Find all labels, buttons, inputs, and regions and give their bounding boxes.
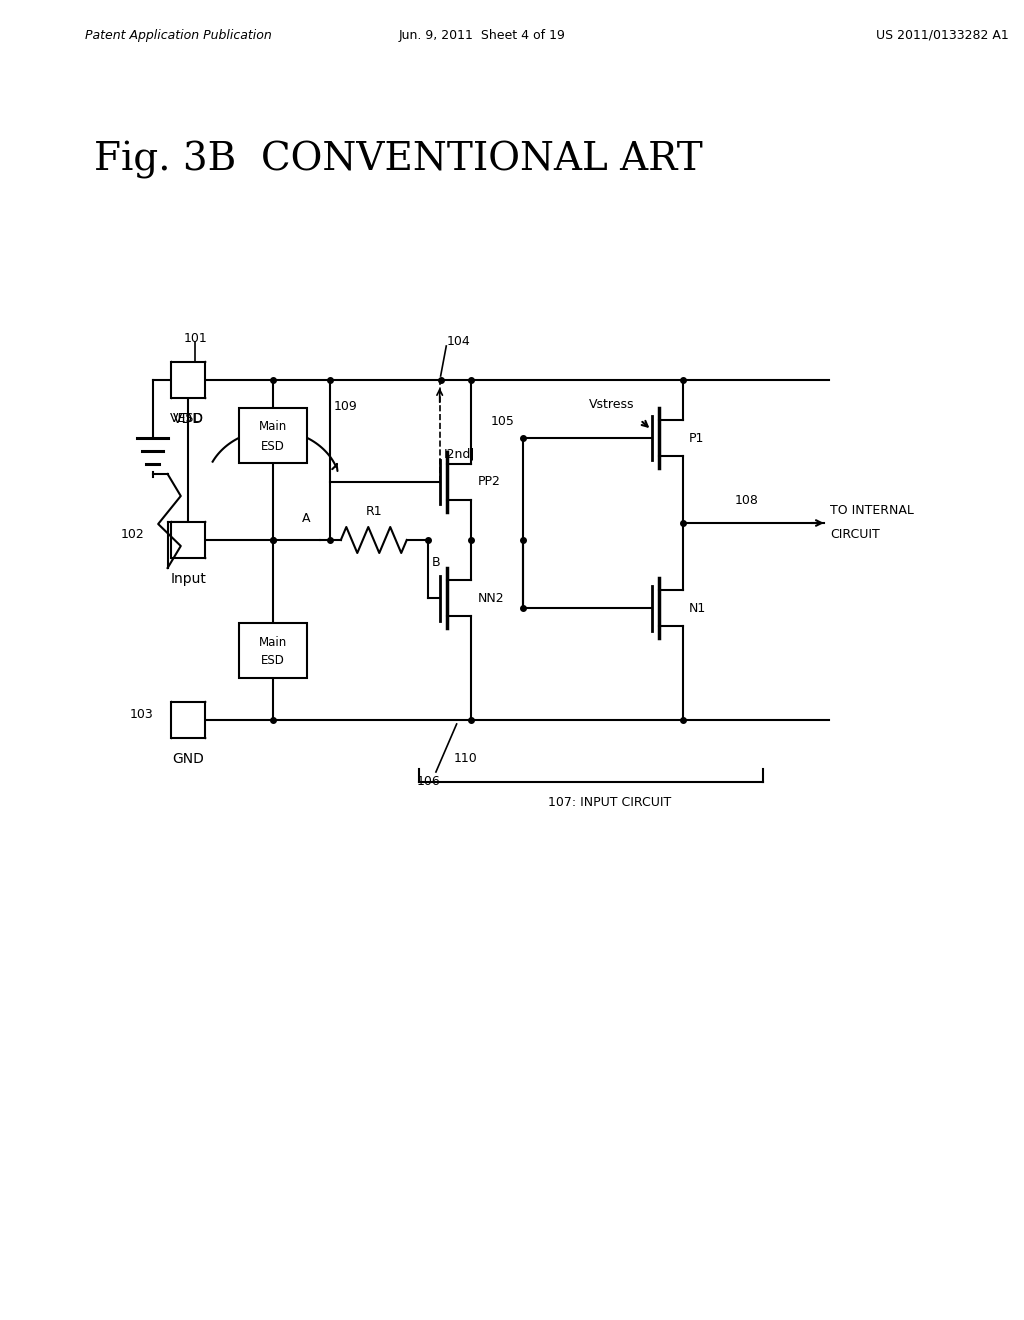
Text: Fig. 3B  CONVENTIONAL ART: Fig. 3B CONVENTIONAL ART [94, 141, 702, 180]
Text: ESD: ESD [261, 655, 285, 668]
Text: P1: P1 [689, 432, 705, 445]
Text: 102: 102 [121, 528, 144, 541]
Text: VESD: VESD [169, 412, 204, 425]
Text: NN2: NN2 [477, 591, 504, 605]
Text: PP2: PP2 [477, 475, 500, 488]
Text: Main: Main [259, 635, 287, 648]
Text: TO INTERNAL: TO INTERNAL [830, 504, 914, 517]
Text: 108: 108 [734, 495, 758, 507]
Text: B: B [432, 556, 440, 569]
Text: 106: 106 [417, 775, 440, 788]
Text: GND: GND [172, 752, 204, 766]
Text: R1: R1 [366, 506, 382, 517]
Text: Input: Input [170, 572, 206, 586]
Text: 101: 101 [183, 331, 207, 345]
Text: I2nd|: I2nd| [443, 447, 475, 461]
Text: Main: Main [259, 421, 287, 433]
Text: CIRCUIT: CIRCUIT [830, 528, 881, 541]
Text: 105: 105 [492, 414, 515, 428]
Bar [171, 362, 205, 399]
Text: US 2011/0133282 A1: US 2011/0133282 A1 [876, 29, 1009, 41]
Bar [171, 702, 205, 738]
Text: 103: 103 [130, 709, 154, 722]
Text: N1: N1 [689, 602, 707, 615]
Bar [240, 408, 307, 462]
Text: ESD: ESD [261, 440, 285, 453]
Text: Vstress: Vstress [589, 399, 634, 412]
Text: Jun. 9, 2011  Sheet 4 of 19: Jun. 9, 2011 Sheet 4 of 19 [398, 29, 565, 41]
Text: 110: 110 [455, 752, 478, 766]
Text: VDD: VDD [173, 412, 204, 426]
Text: Patent Application Publication: Patent Application Publication [85, 29, 271, 41]
Text: 109: 109 [333, 400, 357, 413]
Bar [240, 623, 307, 677]
Text: 107: INPUT CIRCUIT: 107: INPUT CIRCUIT [548, 796, 672, 809]
Text: A: A [302, 512, 310, 525]
Bar [171, 521, 205, 558]
Text: 104: 104 [446, 335, 470, 348]
